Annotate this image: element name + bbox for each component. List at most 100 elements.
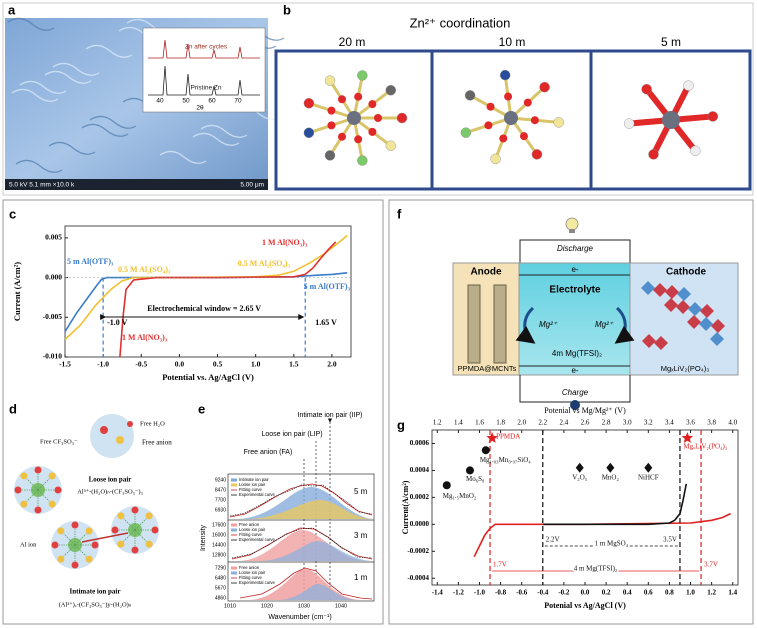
plug-icon xyxy=(570,400,580,410)
polyhedron xyxy=(676,300,690,314)
solvation-shell xyxy=(90,414,134,458)
window-label: 3.7V xyxy=(704,561,718,569)
y-tick-label: 0.005 xyxy=(45,233,62,242)
panel-label: b xyxy=(283,2,291,17)
atom xyxy=(499,134,508,143)
bond xyxy=(74,533,87,546)
x-label: Potential vs. Ag/AgCl (V) xyxy=(162,372,254,382)
point xyxy=(481,446,490,455)
x-tick-label: 0.6 xyxy=(644,589,653,597)
texture xyxy=(89,115,137,129)
electrolyte-region xyxy=(518,262,631,376)
atom xyxy=(690,145,701,157)
panel-title: Zn²⁺ coordination xyxy=(410,15,511,30)
legend-label: Experimental curve xyxy=(239,492,276,497)
polyhedron xyxy=(664,298,678,312)
legend-label: Fitting curve xyxy=(239,575,262,580)
x2-tick-label: 1.6 xyxy=(475,419,484,427)
label: Anode xyxy=(470,267,502,278)
bond xyxy=(74,544,87,557)
label: Free anion xyxy=(142,439,172,447)
y-tick-label: -0.0004 xyxy=(407,574,429,582)
texture xyxy=(52,62,100,76)
window-label: 3.5V xyxy=(663,536,677,544)
atom xyxy=(324,75,336,86)
texture xyxy=(200,124,248,138)
atom xyxy=(374,114,382,122)
x2-tick-label: 3.2 xyxy=(644,419,653,427)
bond xyxy=(26,489,39,502)
y-tick-label: 7290 xyxy=(215,565,226,571)
atom xyxy=(641,83,652,95)
label: Al ion xyxy=(20,541,37,548)
window-label: 1.7V xyxy=(493,561,507,569)
x2-tick-label: 3.6 xyxy=(686,419,695,427)
column-label: 5 m xyxy=(661,35,681,49)
peak-label: Loose ion pair (LIP) xyxy=(261,431,322,438)
ligand xyxy=(85,527,93,535)
x-tick-label: -0.8 xyxy=(495,589,507,597)
texture xyxy=(159,150,207,164)
label: Charge xyxy=(562,388,589,397)
window-label: 2.2V xyxy=(546,536,560,544)
plot-frame xyxy=(64,225,352,358)
atom xyxy=(486,102,495,111)
frame xyxy=(2,199,384,625)
label: e- xyxy=(571,366,578,375)
atom xyxy=(327,106,336,115)
plot-frame xyxy=(227,473,375,602)
atom xyxy=(707,111,719,122)
x-tick-label: -0.6 xyxy=(516,589,528,597)
atom xyxy=(127,421,133,427)
window-label: 1.65 V xyxy=(315,318,337,327)
y-label: Current(A/cm²) xyxy=(401,480,410,534)
point xyxy=(486,432,498,443)
polyhedron xyxy=(710,332,724,346)
atom xyxy=(683,80,694,91)
ligand xyxy=(57,527,65,535)
atom xyxy=(460,127,472,138)
bond xyxy=(81,532,129,543)
y-tick-label: -0.005 xyxy=(43,312,63,321)
point-label: NiHCF xyxy=(638,473,659,481)
atom xyxy=(385,85,396,96)
x2-tick-label: 4.0 xyxy=(728,419,737,427)
panel-label: d xyxy=(9,401,17,416)
x2-tick-label: 1.4 xyxy=(454,419,463,427)
polyhedron xyxy=(641,281,655,295)
x2-tick-label: 3.4 xyxy=(665,419,674,427)
bulb-icon xyxy=(565,217,579,231)
y-tick-label: 12800 xyxy=(212,552,226,558)
x-tick-label: -1.0 xyxy=(474,589,486,597)
panel-d: Free H₂O Free CF₃SO₃⁻ Free anion Loose i… xyxy=(14,414,172,608)
x-tick-label: 1.0 xyxy=(251,360,261,369)
exp-curve xyxy=(231,527,373,559)
x2-tick-label: 2.0 xyxy=(517,419,526,427)
bond xyxy=(37,489,50,502)
label: e- xyxy=(571,265,578,274)
ligand xyxy=(20,500,28,508)
x-tick-label: 0.0 xyxy=(175,360,185,369)
inset-tick: 70 xyxy=(234,98,242,105)
bond xyxy=(26,478,39,491)
x-tick-label: 0.0 xyxy=(581,589,590,597)
atom xyxy=(116,436,124,444)
label: Al³⁺-(H₂O)ₙ-(CF₃SO₃⁻)₃ xyxy=(77,488,143,495)
x-tick-label: -0.4 xyxy=(537,589,549,597)
legend-label: Fitting curve xyxy=(239,487,262,492)
legend-label: Loose ion pair xyxy=(239,482,266,487)
x-tick-label: -0.5 xyxy=(135,360,147,369)
fit-curve xyxy=(239,567,373,600)
ligand xyxy=(71,561,79,569)
point-label: V₂O₅ xyxy=(572,473,588,481)
atom xyxy=(396,112,408,124)
exp-curve xyxy=(229,484,373,517)
peak-fill xyxy=(280,584,356,600)
inset-line xyxy=(148,39,260,59)
polyhedron xyxy=(700,304,714,318)
x2-tick-label: 1.2 xyxy=(433,419,442,427)
series-label: 1 M Al(NO₃)₃ xyxy=(262,238,308,247)
atom xyxy=(354,135,363,144)
point xyxy=(465,466,474,475)
